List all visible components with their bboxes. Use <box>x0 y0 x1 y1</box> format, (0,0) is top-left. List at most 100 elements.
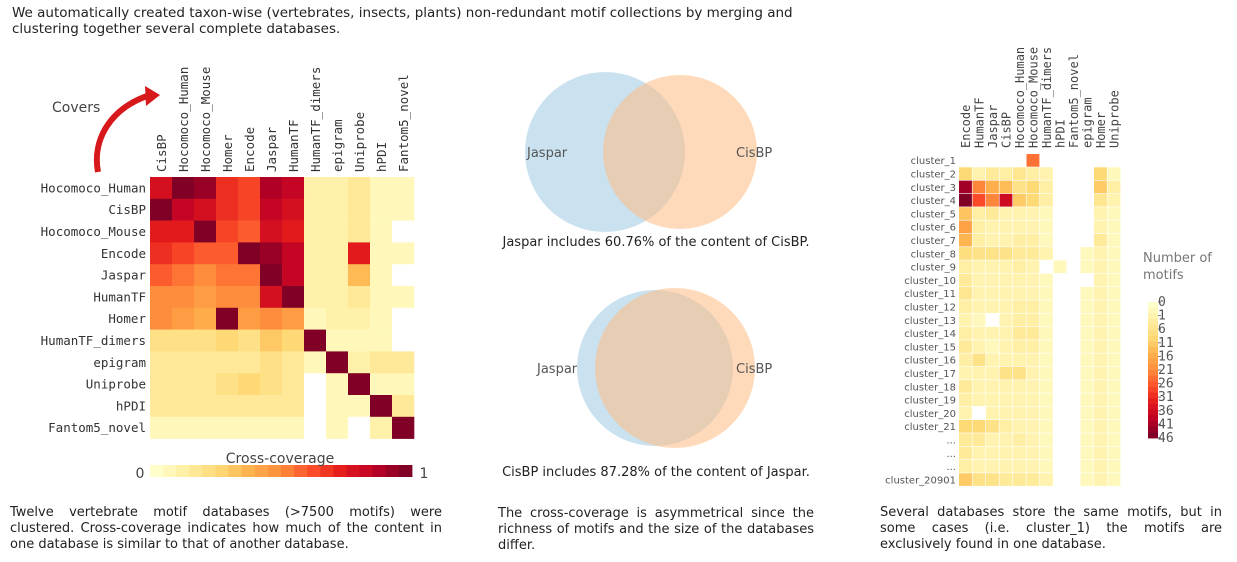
cluster-cell <box>1107 260 1121 274</box>
heatmap-cell <box>370 329 393 352</box>
heatmap-cell <box>150 395 173 418</box>
column-label: hPDI <box>374 142 389 172</box>
cluster-cell <box>986 273 999 287</box>
heatmap-cell <box>260 395 283 418</box>
heatmap-cell <box>392 198 415 221</box>
cluster-cell <box>1053 420 1067 433</box>
cluster-cell <box>986 353 999 367</box>
cluster-cell <box>1053 406 1067 420</box>
cluster-cell <box>986 247 999 260</box>
cluster-cell <box>1040 300 1053 313</box>
cluster-cell <box>999 220 1013 234</box>
heatmap-cell <box>150 264 173 287</box>
cluster-cell <box>1094 300 1107 313</box>
cluster-cell <box>1013 273 1026 287</box>
cluster-cell <box>1013 180 1026 194</box>
heatmap-cell <box>304 198 327 221</box>
heatmap-cell <box>216 416 239 439</box>
cluster-cell <box>1026 393 1040 407</box>
cluster-cell <box>972 406 986 420</box>
cluster-column-label: Encode <box>959 105 973 148</box>
cluster-cell <box>1107 433 1121 446</box>
cluster-cell <box>1107 393 1121 407</box>
column-label: CisBP <box>154 134 169 172</box>
cluster-cell <box>1026 154 1040 167</box>
cluster-cell <box>1067 366 1080 380</box>
cluster-cell <box>959 393 972 407</box>
heatmap-cell <box>348 198 371 221</box>
heatmap-cell <box>150 242 173 265</box>
cluster-cell <box>1013 247 1026 260</box>
legend-colorbar-segment <box>1148 330 1158 337</box>
cluster-cell <box>1107 180 1121 194</box>
legend-colorbar-segment <box>1148 358 1158 365</box>
cluster-cell <box>1080 393 1094 407</box>
cluster-cell <box>1026 340 1040 353</box>
cluster-column-label: Jaspar <box>986 105 1000 148</box>
legend-tick-label: 6 <box>1158 322 1166 337</box>
cluster-cell <box>1026 353 1040 367</box>
cluster-cell <box>1026 180 1040 194</box>
heatmap-cell <box>172 242 195 265</box>
heatmap-cell <box>282 242 305 265</box>
heatmap-cell <box>216 307 239 330</box>
cluster-cell <box>986 340 999 353</box>
heatmap-cell <box>326 395 349 418</box>
cluster-cell <box>999 433 1013 446</box>
legend-colorbar-segment <box>1148 392 1158 399</box>
cluster-column-label: CisBP <box>999 112 1013 148</box>
cluster-cell <box>999 273 1013 287</box>
cluster-column-label: Homer <box>1094 112 1108 148</box>
heatmap-cell <box>150 416 173 439</box>
cluster-cell <box>1094 233 1107 247</box>
column-label: HumanTF_dimers <box>308 67 323 172</box>
heatmap-cell <box>282 351 305 374</box>
cluster-cell <box>1053 260 1067 274</box>
venn-caption: CisBP includes 87.28% of the content of … <box>502 465 810 480</box>
cluster-cell <box>1080 433 1094 446</box>
cluster-cell <box>1080 353 1094 367</box>
heatmap-cell <box>260 286 283 309</box>
heatmap-cell <box>194 286 217 309</box>
cluster-row-label: cluster_5 <box>911 209 956 220</box>
heatmap-cell <box>326 351 349 374</box>
heatmap-cell <box>326 416 349 439</box>
cluster-column-label: epigram <box>1080 97 1094 148</box>
cluster-cell <box>1080 366 1094 380</box>
cluster-cell <box>1013 260 1026 274</box>
heatmap-cell <box>260 351 283 374</box>
heatmap-cell <box>172 307 195 330</box>
cluster-cell <box>1013 366 1026 380</box>
cluster-cell <box>1094 207 1107 220</box>
cluster-row-label: cluster_8 <box>911 249 956 260</box>
cluster-cell <box>999 313 1013 327</box>
cluster-cell <box>1053 446 1067 460</box>
cluster-cell <box>1013 326 1026 340</box>
cluster-cell <box>959 260 972 274</box>
cluster-cell <box>959 353 972 367</box>
cluster-cell <box>1040 313 1053 327</box>
heatmap-cell <box>150 286 173 309</box>
row-label: Homer <box>108 311 146 326</box>
cluster-cell <box>972 207 986 220</box>
cluster-cell <box>986 459 999 473</box>
cluster-cell <box>1040 473 1053 486</box>
cluster-cell <box>1107 233 1121 247</box>
heatmap-cell <box>216 286 239 309</box>
heatmap-cell <box>216 351 239 374</box>
legend-colorbar-segment <box>1148 421 1158 428</box>
legend-tick-label: 11 <box>1158 336 1174 351</box>
cluster-cell <box>959 326 972 340</box>
cluster-cell <box>999 420 1013 433</box>
venn-circle-right <box>603 75 757 229</box>
heatmap-cell <box>370 351 393 374</box>
legend-colorbar-segment <box>1148 341 1158 348</box>
cluster-cell <box>1067 433 1080 446</box>
cluster-cell <box>1067 273 1080 287</box>
colorbar-segment <box>150 465 164 477</box>
cluster-cell <box>999 366 1013 380</box>
heatmap-cell <box>216 220 239 243</box>
cluster-cell <box>1080 287 1094 300</box>
legend-tick-label: 31 <box>1158 390 1174 405</box>
cluster-cell <box>1094 459 1107 473</box>
